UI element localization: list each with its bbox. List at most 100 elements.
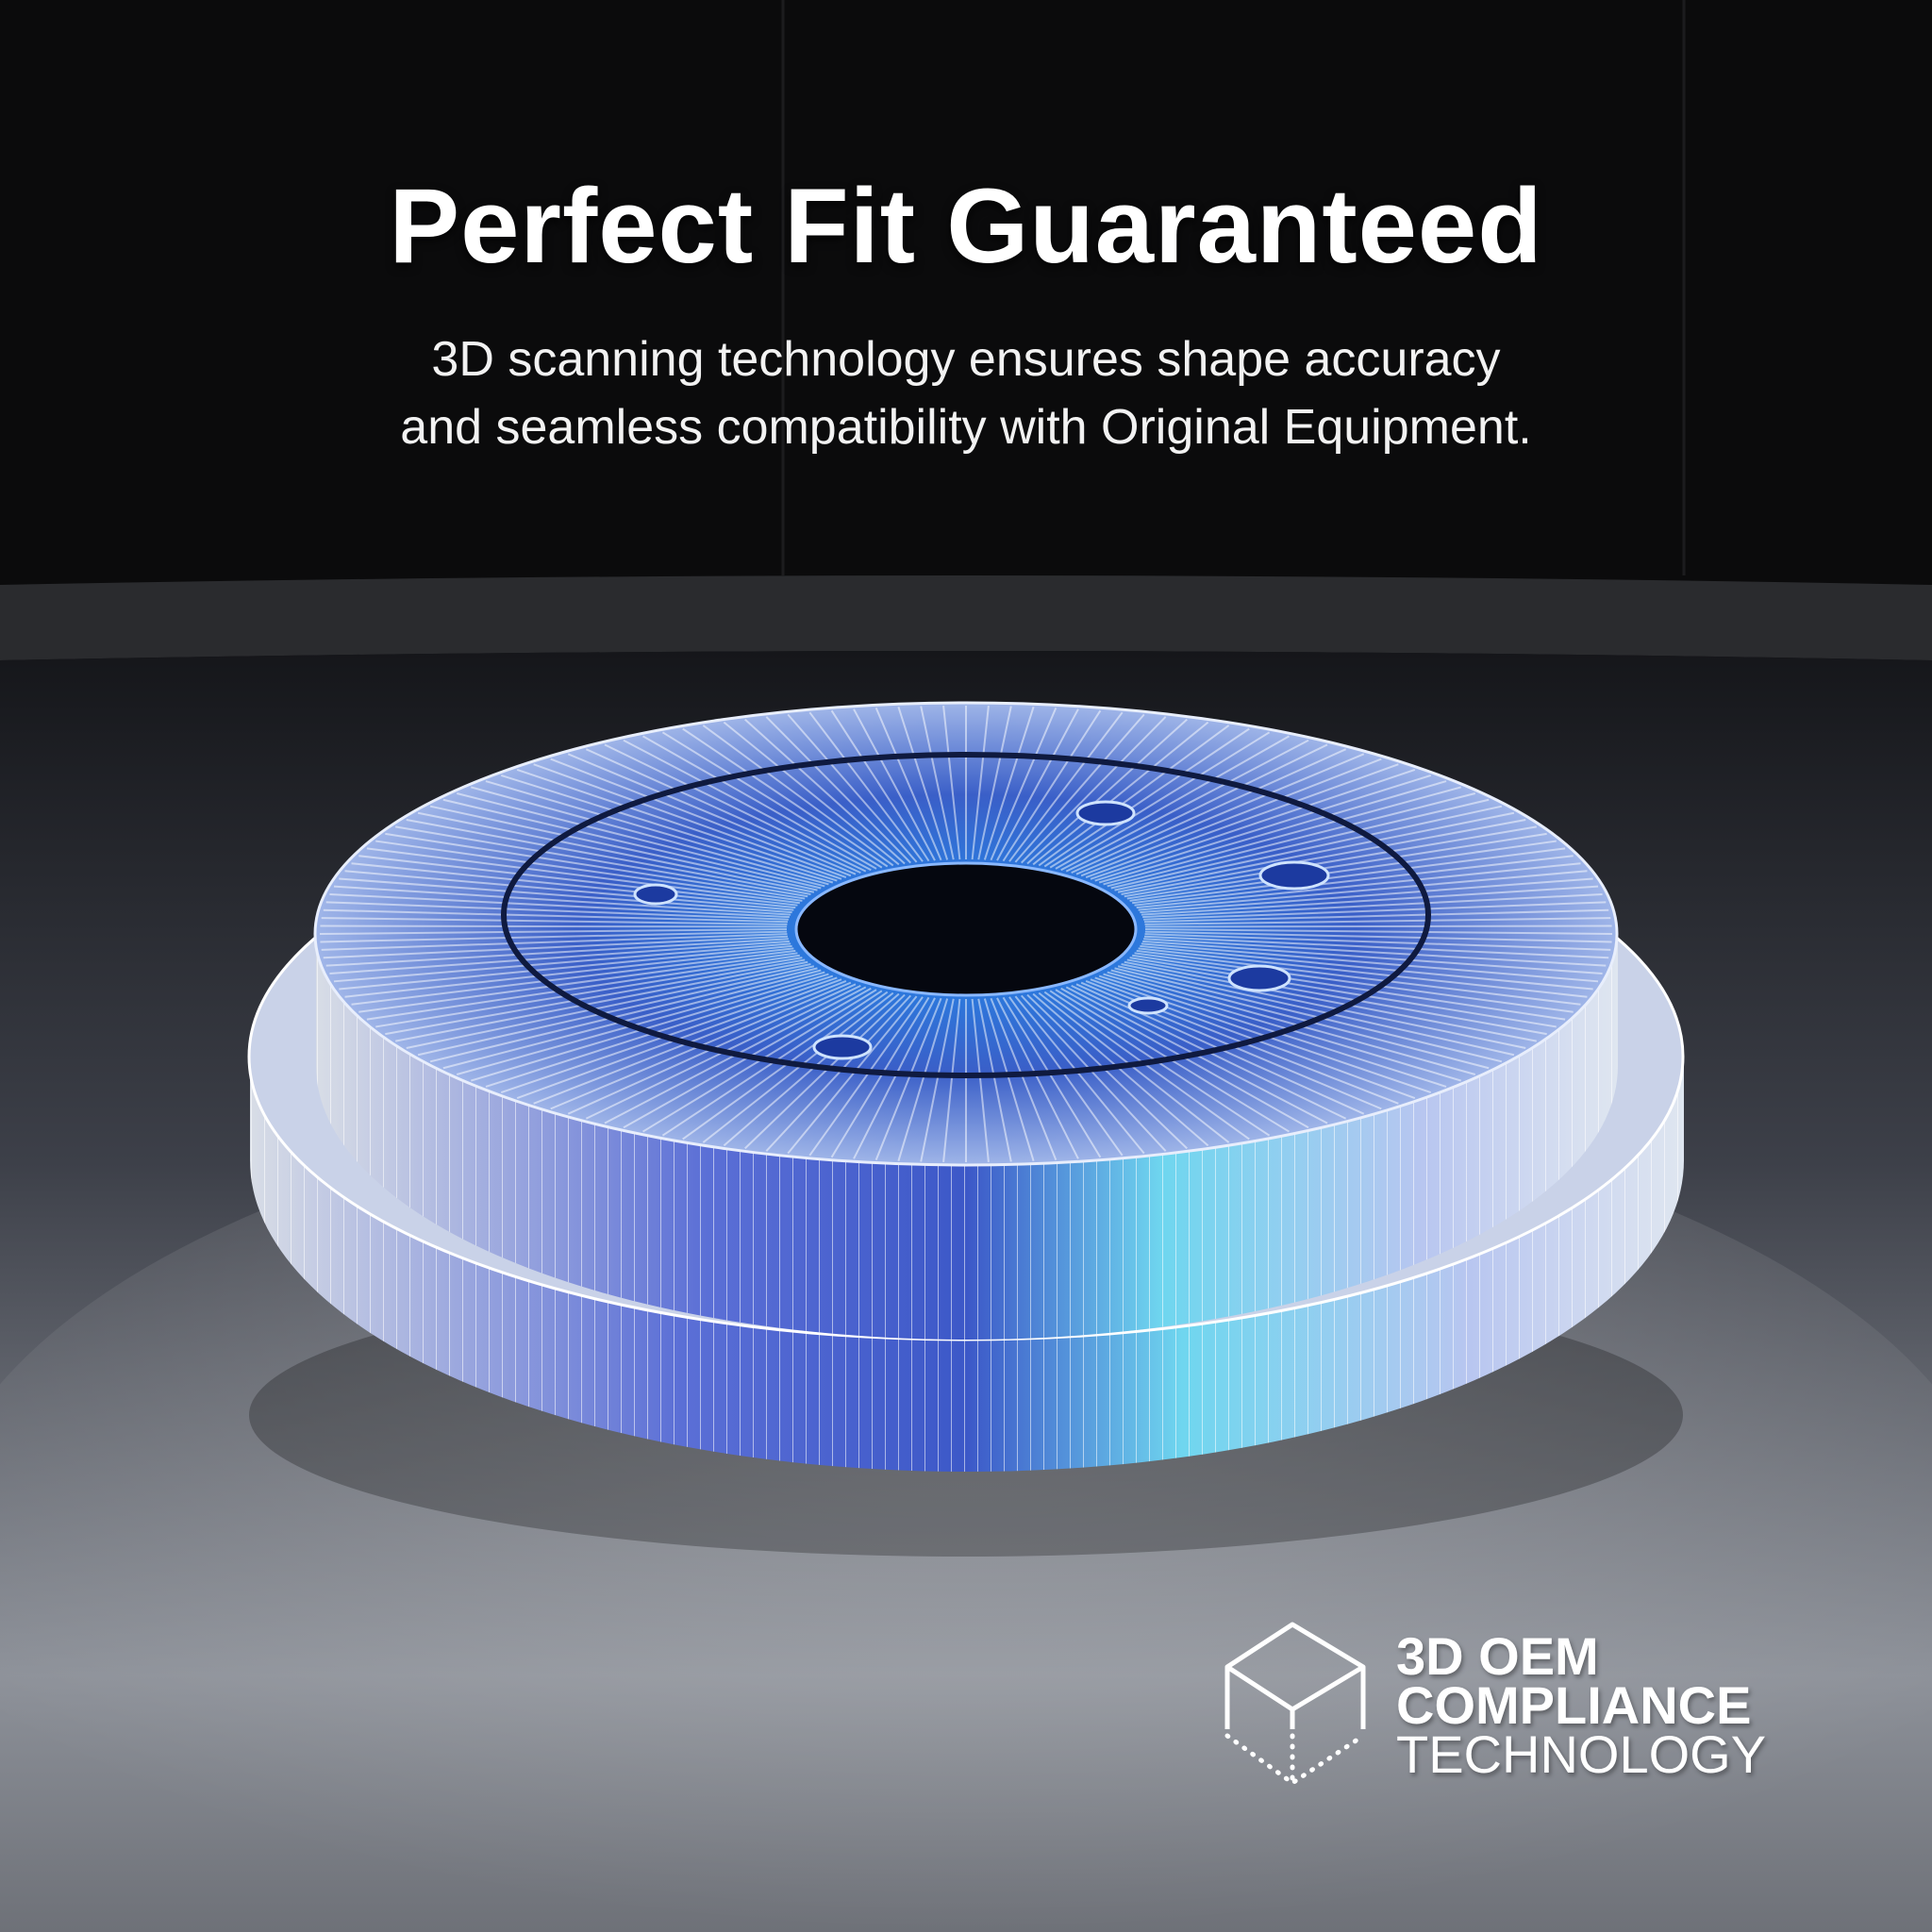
wireframe-ray: [1140, 877, 1593, 914]
wireframe-ray: [516, 768, 842, 880]
wireframe-ray: [1141, 885, 1599, 916]
wireframe-ray: [339, 877, 792, 914]
wireframe-ray: [1129, 957, 1557, 1028]
wireframe-ray: [642, 735, 877, 870]
wireframe-ray: [682, 727, 889, 868]
wireframe-ray: [385, 958, 806, 1036]
wireframe-ray: [417, 811, 815, 893]
wireframe-ray: [385, 832, 806, 900]
wireframe-ray: [333, 885, 791, 916]
wireframe-ray: [874, 997, 942, 1161]
wireframe-ray: [1136, 862, 1581, 909]
wireframe-ray: [429, 967, 818, 1063]
wireframe-ray: [1110, 798, 1490, 890]
wireframe-ray: [1008, 996, 1124, 1157]
wireframe-ray: [1021, 716, 1167, 864]
wireframe-ray: [456, 792, 825, 888]
wireframe-ray: [1043, 727, 1250, 868]
wireframe-ray: [417, 965, 815, 1057]
wireframe-ray: [1132, 847, 1566, 905]
wireframe-ray: [1002, 996, 1102, 1158]
wireframe-ray: [1117, 965, 1515, 1057]
wireframe-ray: [406, 963, 811, 1049]
wireframe-ray: [429, 805, 818, 891]
wireframe-ray: [1098, 974, 1447, 1088]
wireframe-ray: [325, 938, 789, 967]
wireframe-ray: [1110, 969, 1490, 1070]
wireframe-ray: [1043, 991, 1250, 1141]
wireframe-ray: [1107, 792, 1476, 888]
wireframe-ray: [996, 708, 1079, 861]
wireframe-ray: [1032, 992, 1209, 1147]
wireframe-ray: [942, 998, 961, 1162]
wireframe-ray: [765, 716, 911, 864]
wireframe-ray: [470, 973, 829, 1082]
wireframe-ray: [1144, 930, 1612, 943]
wireframe-ray: [1020, 994, 1167, 1152]
wireframe-ray: [971, 706, 990, 860]
description-line-2: and seamless compatibility with Original…: [400, 400, 1532, 455]
wireframe-ray: [830, 709, 930, 862]
wireframe-ray: [920, 998, 955, 1162]
wireframe-ray: [942, 706, 961, 860]
wireframe-ray: [1038, 991, 1230, 1143]
wireframe-ray: [394, 960, 808, 1042]
wireframe-ray: [1138, 947, 1588, 998]
badge-line-2: COMPLIANCE: [1396, 1675, 1752, 1735]
wireframe-ray: [500, 774, 838, 882]
wireframe-ray: [983, 998, 1035, 1161]
wireframe-ray: [1060, 739, 1309, 872]
wireframe-ray: [808, 711, 924, 862]
wireframe-ray: [853, 997, 936, 1159]
wireframe-ray: [874, 707, 942, 861]
wireframe-ray: [661, 731, 883, 869]
wireframe-ray: [366, 847, 800, 905]
wireframe-ray: [765, 994, 912, 1152]
wireframe-ray: [329, 940, 790, 975]
wireframe-ray: [319, 928, 788, 935]
wireframe-ray: [351, 949, 796, 1006]
wireframe-ray: [442, 798, 822, 890]
wireframe-ray: [1071, 748, 1347, 874]
wireframe-ray: [1144, 933, 1611, 951]
wireframe-ray: [808, 996, 924, 1157]
wireframe-ray: [990, 707, 1058, 861]
wireframe-ray: [1136, 949, 1581, 1006]
wireframe-ray: [329, 892, 790, 919]
wireframe-ray: [1124, 825, 1537, 898]
wireframe-ray: [1144, 924, 1612, 928]
wireframe-ray: [375, 840, 803, 902]
wireframe-ray: [787, 995, 918, 1155]
wireframe-ray: [977, 706, 1012, 860]
wireframe-ray: [1144, 917, 1611, 925]
wireframe-ray: [333, 942, 791, 983]
wireframe-ray: [744, 718, 906, 865]
wireframe-ray: [320, 924, 788, 928]
wireframe-ray: [1049, 731, 1271, 869]
wireframe-ray: [1032, 721, 1209, 866]
badge-line-1: 3D OEM: [1396, 1626, 1599, 1686]
wireframe-ray: [996, 997, 1079, 1159]
wireframe-ray: [550, 758, 852, 877]
wireframe-ray: [623, 739, 872, 872]
wireframe-ray: [787, 713, 918, 863]
wireframe-ray: [456, 971, 825, 1075]
wireframe-ray: [351, 862, 796, 909]
wireframe-ray: [1002, 709, 1102, 862]
wireframe-cube-icon: [1224, 1622, 1366, 1786]
wireframe-ray: [1142, 940, 1603, 975]
wireframe-ray: [1008, 711, 1124, 862]
wireframe-ray: [375, 957, 803, 1028]
wireframe-ray: [1144, 928, 1613, 935]
wireframe-ray: [702, 991, 894, 1143]
wireframe-ray: [971, 998, 990, 1162]
wireframe-ray: [1143, 908, 1609, 924]
description: 3D scanning technology ensures shape acc…: [0, 325, 1932, 461]
wireframe-ray: [1138, 870, 1588, 911]
wireframe-ray: [442, 969, 822, 1070]
wireframe-ray: [1094, 774, 1432, 882]
badge-line-3: TECHNOLOGY: [1396, 1724, 1767, 1784]
wireframe-ray: [1121, 819, 1526, 895]
wireframe-ray: [1075, 753, 1365, 875]
wireframe-ray: [1143, 938, 1607, 967]
